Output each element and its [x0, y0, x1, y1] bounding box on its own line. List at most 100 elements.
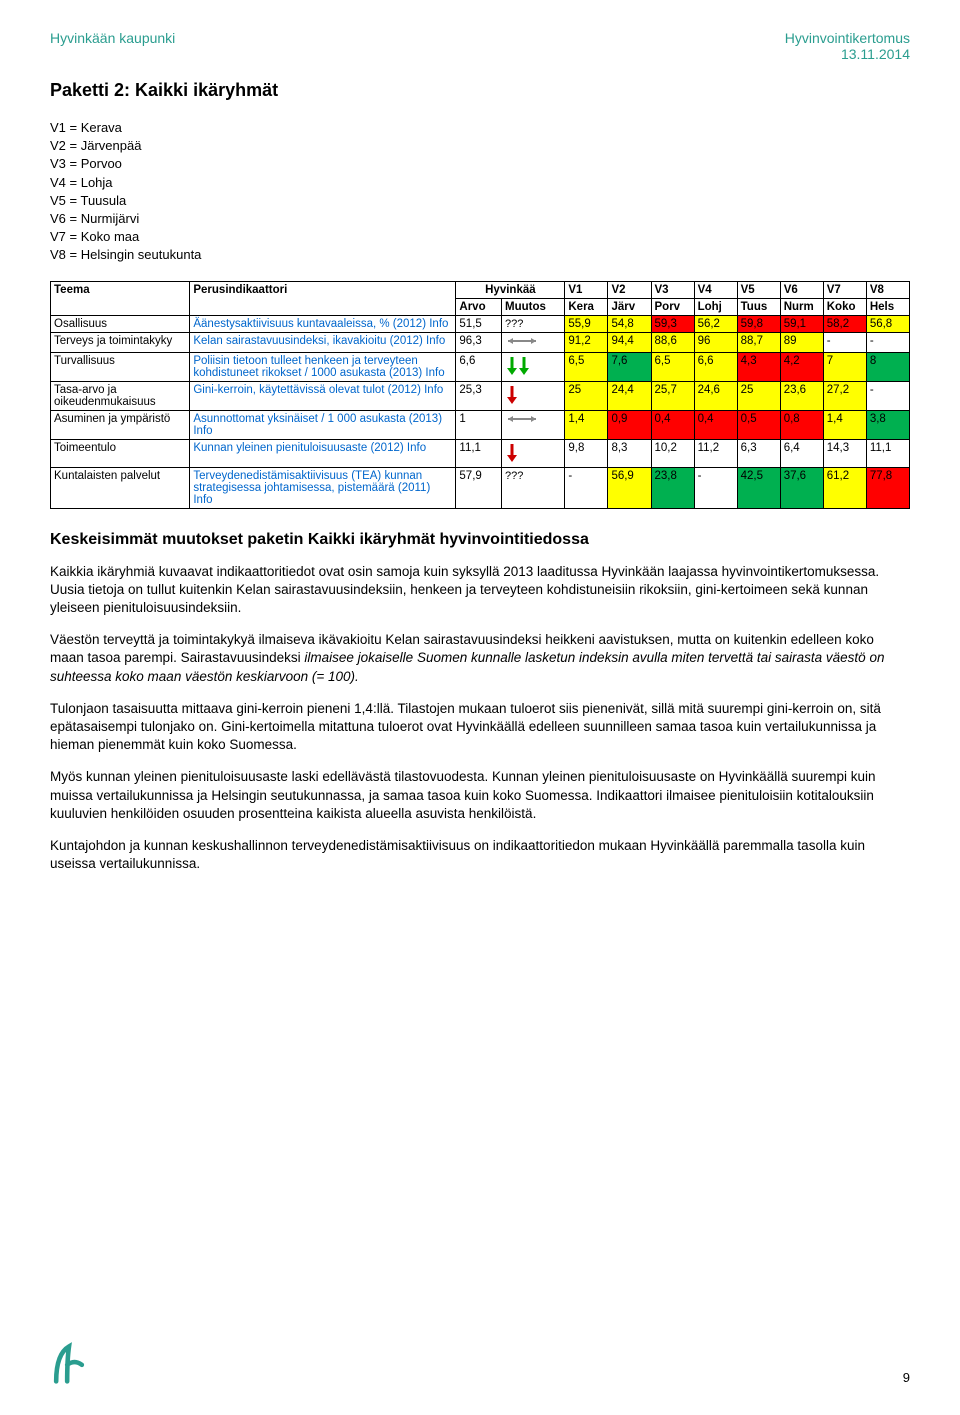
th-v1: V1	[565, 281, 608, 298]
cell-value: 25,7	[651, 381, 694, 410]
cell-arvo: 1	[456, 410, 502, 439]
indicator-link[interactable]: Asunnottomat yksinäiset / 1 000 asukasta…	[193, 413, 442, 425]
cell-indicator: Poliisin tietoon tulleet henkeen ja terv…	[190, 352, 456, 381]
legend-item: V3 = Porvoo	[50, 155, 910, 173]
info-link[interactable]: Info	[424, 384, 443, 396]
th-arvo: Arvo	[456, 298, 502, 315]
info-link[interactable]: Info	[193, 425, 212, 437]
cell-value: 9,8	[565, 439, 608, 467]
indicator-link[interactable]: Terveydenedistämisaktiivisuus (TEA) kunn…	[193, 470, 430, 494]
cell-value: -	[565, 467, 608, 508]
th-v6b: Nurm	[780, 298, 823, 315]
cell-arvo: 96,3	[456, 332, 502, 352]
cell-value: 7	[823, 352, 866, 381]
indicator-table: Teema Perusindikaattori Hyvinkää V1 V2 V…	[50, 281, 910, 509]
cell-muutos	[502, 381, 565, 410]
cell-value: 89	[780, 332, 823, 352]
cell-value: 4,2	[780, 352, 823, 381]
cell-value: 11,2	[694, 439, 737, 467]
table-row: Terveys ja toimintakykyKelan sairastavuu…	[51, 332, 910, 352]
cell-teema: Terveys ja toimintakyky	[51, 332, 190, 352]
th-v4: V4	[694, 281, 737, 298]
info-link[interactable]: Info	[426, 335, 445, 347]
th-v1b: Kera	[565, 298, 608, 315]
paragraph: Kaikkia ikäryhmiä kuvaavat indikaattorit…	[50, 563, 910, 618]
th-v8: V8	[866, 281, 909, 298]
cell-value: 25	[737, 381, 780, 410]
th-v2: V2	[608, 281, 651, 298]
cell-value: 3,8	[866, 410, 909, 439]
info-link[interactable]: Info	[429, 318, 448, 330]
indicator-link[interactable]: Poliisin tietoon tulleet henkeen ja terv…	[193, 355, 425, 379]
cell-teema: Toimeentulo	[51, 439, 190, 467]
logo-icon	[50, 1341, 88, 1385]
cell-value: 59,3	[651, 315, 694, 332]
th-teema: Teema	[51, 281, 190, 315]
table-row: Tasa-arvo ja oikeudenmukaisuusGini-kerro…	[51, 381, 910, 410]
cell-value: 56,2	[694, 315, 737, 332]
th-hyv: Hyvinkää	[456, 281, 565, 298]
cell-value: 61,2	[823, 467, 866, 508]
cell-value: -	[866, 381, 909, 410]
cell-value: 59,8	[737, 315, 780, 332]
header-left: Hyvinkään kaupunki	[50, 30, 175, 62]
cell-value: 11,1	[866, 439, 909, 467]
cell-value: 24,6	[694, 381, 737, 410]
legend-block: V1 = Kerava V2 = Järvenpää V3 = Porvoo V…	[50, 119, 910, 265]
cell-indicator: Kelan sairastavuusindeksi, ikavakioitu (…	[190, 332, 456, 352]
indicator-link[interactable]: Kelan sairastavuusindeksi, ikavakioitu (…	[193, 335, 426, 347]
legend-item: V8 = Helsingin seutukunta	[50, 246, 910, 264]
cell-value: 37,6	[780, 467, 823, 508]
legend-item: V2 = Järvenpää	[50, 137, 910, 155]
cell-value: 1,4	[823, 410, 866, 439]
cell-muutos	[502, 352, 565, 381]
indicator-link[interactable]: Äänestysaktiivisuus kuntavaaleissa, % (2…	[193, 318, 429, 330]
th-v5b: Tuus	[737, 298, 780, 315]
cell-value: 54,8	[608, 315, 651, 332]
cell-indicator: Äänestysaktiivisuus kuntavaaleissa, % (2…	[190, 315, 456, 332]
cell-teema: Asuminen ja ympäristö	[51, 410, 190, 439]
th-v5: V5	[737, 281, 780, 298]
cell-teema: Turvallisuus	[51, 352, 190, 381]
indicator-link[interactable]: Kunnan yleinen pienituloisuusaste (2012)	[193, 442, 407, 454]
cell-value: 55,9	[565, 315, 608, 332]
legend-item: V7 = Koko maa	[50, 228, 910, 246]
info-link[interactable]: Info	[407, 442, 426, 454]
paragraph: Kuntajohdon ja kunnan keskushallinnon te…	[50, 837, 910, 873]
cell-muutos: ???	[502, 467, 565, 508]
cell-teema: Osallisuus	[51, 315, 190, 332]
cell-indicator: Terveydenedistämisaktiivisuus (TEA) kunn…	[190, 467, 456, 508]
indicator-link[interactable]: Gini-kerroin, käytettävissä olevat tulot…	[193, 384, 424, 396]
cell-value: 1,4	[565, 410, 608, 439]
th-v8b: Hels	[866, 298, 909, 315]
cell-value: 59,1	[780, 315, 823, 332]
cell-value: 4,3	[737, 352, 780, 381]
paragraph: Myös kunnan yleinen pienituloisuusaste l…	[50, 768, 910, 823]
th-v6: V6	[780, 281, 823, 298]
info-link[interactable]: Info	[193, 494, 212, 506]
cell-value: 91,2	[565, 332, 608, 352]
cell-value: 14,3	[823, 439, 866, 467]
cell-value: 42,5	[737, 467, 780, 508]
cell-value: 77,8	[866, 467, 909, 508]
section-title: Keskeisimmät muutokset paketin Kaikki ik…	[50, 531, 910, 549]
cell-value: 7,6	[608, 352, 651, 381]
header-title: Hyvinvointikertomus	[785, 30, 910, 46]
cell-value: 6,6	[694, 352, 737, 381]
page-title: Paketti 2: Kaikki ikäryhmät	[50, 80, 910, 101]
info-link[interactable]: Info	[425, 367, 444, 379]
cell-value: 94,4	[608, 332, 651, 352]
legend-item: V6 = Nurmijärvi	[50, 210, 910, 228]
cell-value: 96	[694, 332, 737, 352]
th-v7b: Koko	[823, 298, 866, 315]
cell-value: 0,4	[651, 410, 694, 439]
cell-value: 24,4	[608, 381, 651, 410]
table-row: OsallisuusÄänestysaktiivisuus kuntavaale…	[51, 315, 910, 332]
th-indic: Perusindikaattori	[190, 281, 456, 315]
page-header: Hyvinkään kaupunki Hyvinvointikertomus 1…	[50, 30, 910, 62]
cell-arvo: 57,9	[456, 467, 502, 508]
cell-arvo: 11,1	[456, 439, 502, 467]
cell-value: 8	[866, 352, 909, 381]
cell-value: 88,6	[651, 332, 694, 352]
th-v4b: Lohj	[694, 298, 737, 315]
